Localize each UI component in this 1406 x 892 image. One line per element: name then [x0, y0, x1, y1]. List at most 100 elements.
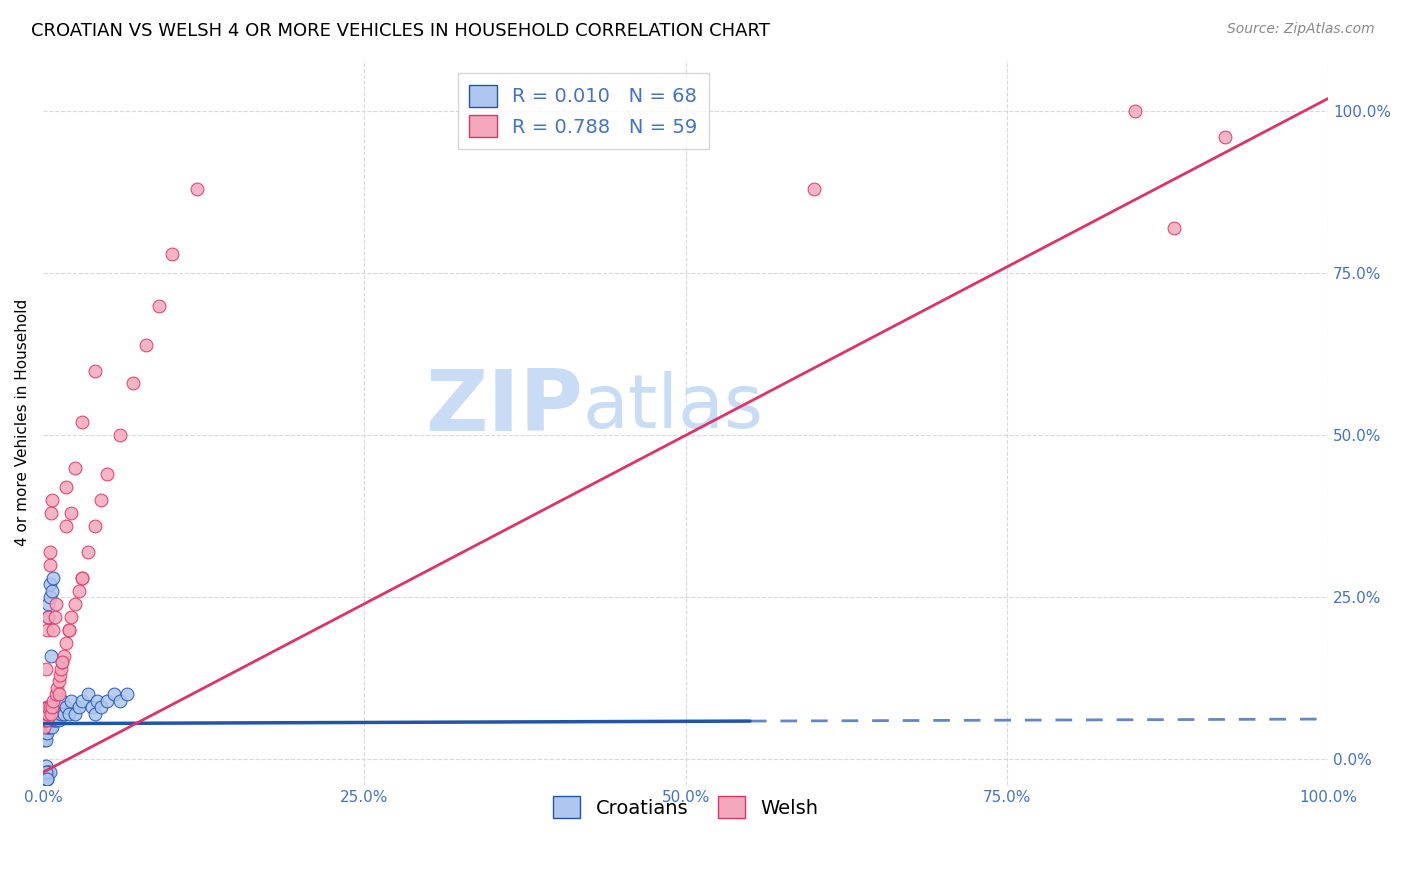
Point [35, 714, 58, 728]
Point [35, 720, 58, 734]
Point [46, 700, 69, 714]
Point [96, 467, 118, 482]
Point [51, 661, 73, 675]
Point [35, 720, 58, 734]
Text: ZIP: ZIP [425, 367, 583, 450]
Point [37, 609, 59, 624]
Point [90, 700, 112, 714]
Point [77, 545, 100, 559]
Point [55, 700, 77, 714]
Point [49, 668, 72, 682]
Point [186, 182, 208, 196]
Y-axis label: 4 or more Vehicles in Household: 4 or more Vehicles in Household [15, 299, 30, 546]
Point [35, 732, 58, 747]
Point [34, 714, 56, 728]
Point [42, 571, 65, 585]
Point [34, 726, 56, 740]
Point [48, 674, 70, 689]
Point [35, 726, 58, 740]
Point [35, 720, 58, 734]
Text: Source: ZipAtlas.com: Source: ZipAtlas.com [1227, 22, 1375, 37]
Point [70, 571, 93, 585]
Point [35, 700, 58, 714]
Point [80, 700, 103, 714]
Point [35, 758, 58, 772]
Point [38, 545, 60, 559]
Point [1215, 130, 1237, 145]
Point [41, 700, 63, 714]
Point [41, 493, 63, 508]
Point [41, 706, 63, 721]
Point [52, 648, 75, 663]
Point [70, 694, 93, 708]
Point [35, 714, 58, 728]
Point [37, 700, 59, 714]
Point [110, 694, 132, 708]
Point [38, 558, 60, 572]
Point [35, 661, 58, 675]
Point [34, 714, 56, 728]
Point [38, 720, 60, 734]
Point [60, 609, 83, 624]
Point [35, 706, 58, 721]
Point [148, 299, 170, 313]
Point [35, 706, 58, 721]
Point [46, 681, 69, 695]
Point [38, 591, 60, 605]
Point [83, 706, 105, 721]
Point [58, 706, 80, 721]
Point [35, 623, 58, 637]
Point [45, 714, 67, 728]
Point [48, 688, 70, 702]
Point [803, 182, 825, 196]
Point [38, 765, 60, 780]
Point [38, 706, 60, 721]
Point [35, 726, 58, 740]
Point [41, 583, 63, 598]
Point [160, 247, 183, 261]
Point [67, 700, 90, 714]
Point [37, 765, 59, 780]
Point [65, 706, 87, 721]
Point [77, 688, 100, 702]
Point [34, 720, 56, 734]
Point [45, 597, 67, 611]
Point [34, 720, 56, 734]
Point [42, 714, 65, 728]
Point [83, 363, 105, 377]
Point [38, 700, 60, 714]
Point [70, 415, 93, 429]
Point [65, 460, 87, 475]
Point [42, 694, 65, 708]
Point [65, 597, 87, 611]
Legend: Croatians, Welsh: Croatians, Welsh [546, 789, 827, 826]
Point [37, 597, 59, 611]
Text: CROATIAN VS WELSH 4 OR MORE VEHICLES IN HOUSEHOLD CORRELATION CHART: CROATIAN VS WELSH 4 OR MORE VEHICLES IN … [31, 22, 770, 40]
Point [60, 506, 83, 520]
Point [55, 519, 77, 533]
Point [55, 635, 77, 649]
Point [52, 706, 75, 721]
Point [103, 688, 125, 702]
Point [48, 706, 70, 721]
Point [55, 480, 77, 494]
Point [45, 694, 67, 708]
Point [39, 648, 62, 663]
Point [90, 493, 112, 508]
Point [35, 772, 58, 786]
Point [38, 577, 60, 591]
Point [86, 694, 108, 708]
Point [48, 714, 70, 728]
Point [35, 720, 58, 734]
Point [51, 655, 73, 669]
Point [34, 732, 56, 747]
Point [44, 609, 66, 624]
Point [122, 376, 145, 391]
Point [35, 765, 58, 780]
Point [110, 428, 132, 442]
Point [39, 506, 62, 520]
Point [35, 772, 58, 786]
Point [51, 655, 73, 669]
Point [96, 694, 118, 708]
Text: atlas: atlas [583, 371, 763, 444]
